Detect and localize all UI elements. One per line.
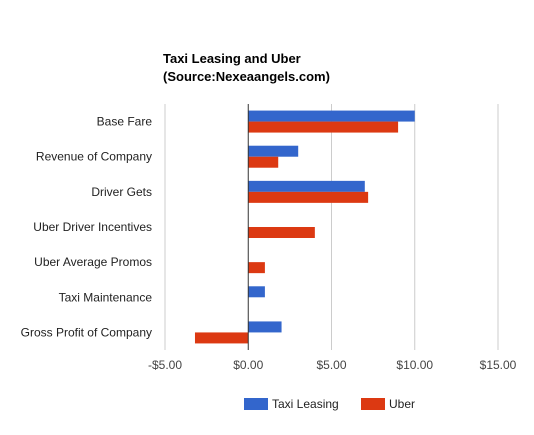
legend-label: Taxi Leasing (272, 397, 339, 411)
bar (248, 227, 315, 238)
category-labels: Base Fare Revenue of Company Driver Gets Ub… (21, 115, 153, 340)
category-label: Taxi Maintenance (59, 290, 153, 304)
bar (194, 332, 249, 344)
bar (248, 262, 265, 274)
legend-swatch (244, 398, 268, 410)
bar (248, 121, 399, 133)
x-tick-label: $5.00 (316, 358, 346, 372)
x-tick-label: $15.00 (480, 358, 517, 372)
chart-title-line-2: (Source:Nexeaangels.com) (163, 69, 330, 84)
legend: Taxi Leasing Uber (244, 397, 415, 411)
bar (248, 191, 369, 203)
category-label: Gross Profit of Company (21, 325, 152, 339)
x-tick-label: $0.00 (233, 358, 263, 372)
bar (248, 321, 282, 333)
chart-title-line-1: Taxi Leasing and Uber (163, 51, 301, 66)
bar (248, 110, 415, 122)
legend-swatch (361, 398, 385, 410)
category-label: Uber Driver Incentives (33, 220, 152, 234)
bars (194, 110, 415, 344)
category-label: Base Fare (97, 115, 153, 129)
x-tick-label: $10.00 (396, 358, 433, 372)
gridlines (164, 104, 499, 350)
category-label: Driver Gets (91, 185, 152, 199)
x-tick-labels: -$5.00 $0.00 $5.00 $10.00 $15.00 (148, 358, 517, 372)
x-tick-label: -$5.00 (148, 358, 182, 372)
bar (248, 180, 365, 192)
bar (248, 156, 279, 168)
category-label: Uber Average Promos (34, 255, 152, 269)
category-label: Revenue of Company (36, 150, 152, 164)
bar (248, 286, 265, 298)
chart-title: Taxi Leasing and Uber (Source:Nexeaangel… (163, 51, 330, 84)
legend-label: Uber (389, 397, 415, 411)
bar (248, 145, 299, 157)
